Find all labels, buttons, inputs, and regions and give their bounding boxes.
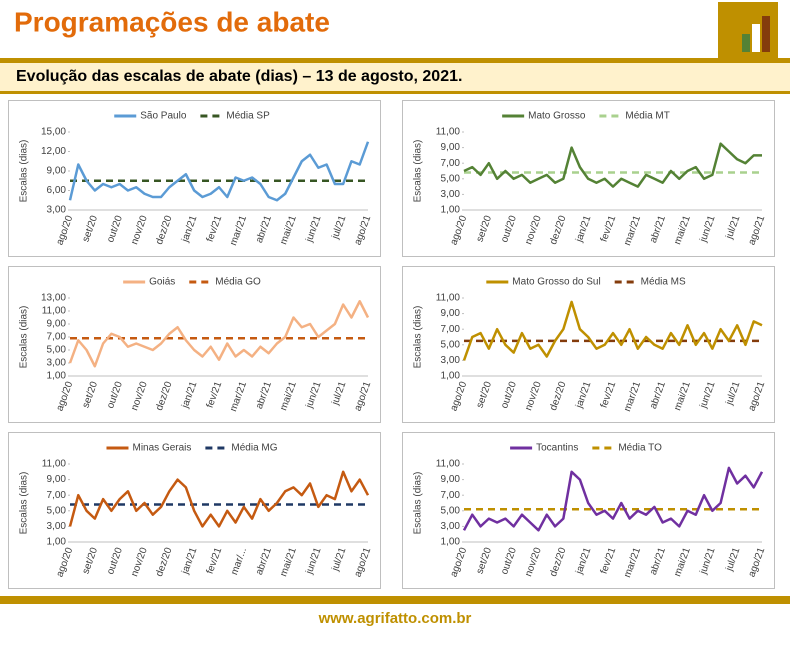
y-axis-label: Escalas (dias) [413,140,424,203]
subtitle: Evolução das escalas de abate (dias) – 1… [16,68,462,85]
y-axis-label: Escalas (dias) [19,140,30,203]
y-tick-label: 11,00 [42,459,67,470]
series-line [462,466,764,532]
y-tick-label: 3,00 [47,521,67,532]
y-tick-label: 7,00 [47,332,67,343]
logo [718,2,778,58]
legend-label: Minas Gerais [132,443,191,454]
legend-label: Média SP [226,111,270,122]
page-title: Programações de abate [14,6,330,37]
y-tick-label: 7,00 [47,490,67,501]
y-tick-label: 5,00 [441,505,461,516]
y-tick-label: 5,00 [441,339,461,350]
y-tick-label: 9,00 [47,474,67,485]
y-tick-label: 9,00 [441,308,461,319]
y-tick-label: 9,00 [441,142,461,153]
y-tick-label: 12,00 [41,146,66,157]
panel-frame [402,266,775,423]
y-tick-label: 7,00 [441,490,461,501]
rule [0,91,790,94]
y-axis-label: Escalas (dias) [19,472,30,535]
y-tick-label: 9,00 [47,319,67,330]
y-tick-label: 3,00 [47,358,67,369]
y-tick-label: 11,00 [436,459,461,470]
rule [0,596,790,604]
y-tick-label: 13,00 [41,293,66,304]
y-tick-label: 1,00 [441,205,461,216]
y-tick-label: 11,00 [436,293,461,304]
y-tick-label: 5,00 [441,173,461,184]
rule [0,58,790,63]
legend-label: Mato Grosso [528,111,586,122]
series-line [463,142,762,188]
series-line [68,141,370,202]
y-tick-label: 3,00 [441,521,461,532]
y-tick-label: 3,00 [47,205,67,216]
y-tick-label: 15,00 [41,127,66,138]
y-axis-label: Escalas (dias) [413,472,424,535]
y-tick-label: 11,00 [436,127,461,138]
y-tick-label: 7,00 [441,324,461,335]
series-line [462,300,763,361]
y-tick-label: 3,00 [441,189,461,200]
legend-label: Mato Grosso do Sul [512,277,600,288]
legend-label: Média MG [231,443,277,454]
legend-label: Goiás [149,277,175,288]
y-axis-label: Escalas (dias) [19,306,30,369]
series-line [68,300,370,368]
y-tick-label: 3,00 [441,355,461,366]
y-tick-label: 1,00 [47,537,67,548]
legend-label: Média TO [618,443,662,454]
y-tick-label: 1,00 [441,537,461,548]
legend-label: Tocantins [536,443,578,454]
y-tick-label: 1,00 [47,371,67,382]
y-tick-label: 5,00 [47,505,67,516]
legend-label: Média MS [641,277,686,288]
y-axis-label: Escalas (dias) [413,306,424,369]
subtitle-band [0,63,790,91]
panel-frame [8,100,381,257]
y-tick-label: 7,00 [441,158,461,169]
y-tick-label: 11,00 [42,306,67,317]
y-tick-label: 9,00 [441,474,461,485]
footer-url: www.agrifatto.com.br [318,610,472,627]
legend-label: São Paulo [140,111,187,122]
y-tick-label: 6,00 [47,185,67,196]
y-tick-label: 9,00 [47,166,67,177]
legend-label: Média GO [215,277,261,288]
y-tick-label: 1,00 [441,371,461,382]
series-line [68,470,370,528]
y-tick-label: 5,00 [47,345,67,356]
panel-frame [8,266,381,423]
legend-label: Média MT [625,111,669,122]
